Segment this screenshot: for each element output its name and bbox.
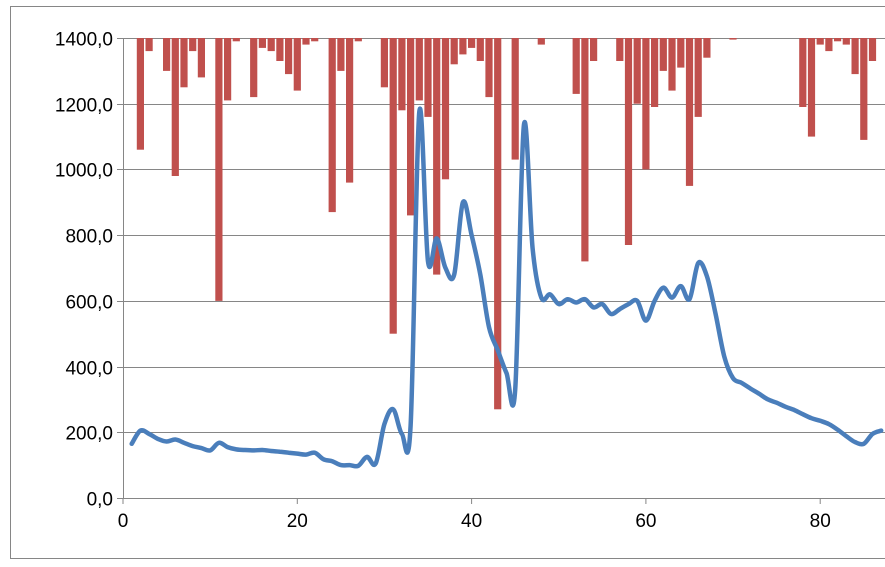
bar <box>294 38 301 91</box>
bar <box>407 38 414 215</box>
bar <box>442 38 449 179</box>
bar <box>268 38 275 51</box>
bar <box>616 38 623 61</box>
bar <box>660 38 667 71</box>
bar <box>233 38 240 41</box>
bar <box>311 38 318 41</box>
bar <box>424 38 431 117</box>
x-tick-label: 60 <box>635 511 656 532</box>
bar <box>817 38 824 45</box>
bar <box>381 38 388 87</box>
y-tick-label: 0,0 <box>87 490 113 511</box>
bar <box>634 38 641 104</box>
bar <box>729 38 736 40</box>
bar <box>625 38 632 245</box>
bar <box>651 38 658 107</box>
bar <box>390 38 397 334</box>
bar <box>869 38 876 61</box>
bar <box>302 38 309 45</box>
bar <box>198 38 205 77</box>
x-tick-label: 20 <box>287 511 308 532</box>
x-tick-label: 0 <box>118 511 129 532</box>
y-tick-label: 200,0 <box>65 424 113 445</box>
y-tick-label: 600,0 <box>65 293 113 314</box>
y-tick-label: 1200,0 <box>55 96 113 117</box>
bar <box>172 38 179 176</box>
bar <box>329 38 336 212</box>
y-tick-label: 400,0 <box>65 359 113 380</box>
bar <box>337 38 344 71</box>
bar <box>573 38 580 94</box>
bar <box>668 38 675 91</box>
bar <box>416 38 423 100</box>
y-tick-label: 1000,0 <box>55 161 113 182</box>
bar <box>512 38 519 160</box>
bar <box>590 38 597 61</box>
y-tick-label: 800,0 <box>65 227 113 248</box>
bar <box>163 38 170 71</box>
bar <box>808 38 815 137</box>
bar <box>259 38 266 48</box>
bar <box>459 38 466 54</box>
bar <box>146 38 153 51</box>
bar <box>398 38 405 110</box>
bar <box>355 38 362 41</box>
bar <box>799 38 806 107</box>
bar <box>285 38 292 74</box>
bar <box>215 38 222 301</box>
x-tick-label: 40 <box>461 511 482 532</box>
bar <box>703 38 710 58</box>
bar <box>860 38 867 140</box>
bar <box>250 38 257 97</box>
bar <box>538 38 545 45</box>
bar <box>189 38 196 51</box>
bar <box>834 38 841 41</box>
bar <box>686 38 693 186</box>
bar <box>852 38 859 74</box>
bar <box>642 38 649 169</box>
bar <box>581 38 588 261</box>
bar <box>224 38 231 100</box>
bar <box>451 38 458 64</box>
bar <box>180 38 187 87</box>
bar <box>276 38 283 61</box>
bar <box>346 38 353 183</box>
bar <box>677 38 684 68</box>
bar <box>695 38 702 117</box>
bar <box>843 38 850 45</box>
bar <box>825 38 832 51</box>
bar <box>468 38 475 48</box>
bar <box>485 38 492 97</box>
y-tick-label: 1400,0 <box>55 30 113 51</box>
bar <box>137 38 144 150</box>
bar <box>477 38 484 61</box>
x-tick-label: 80 <box>810 511 831 532</box>
